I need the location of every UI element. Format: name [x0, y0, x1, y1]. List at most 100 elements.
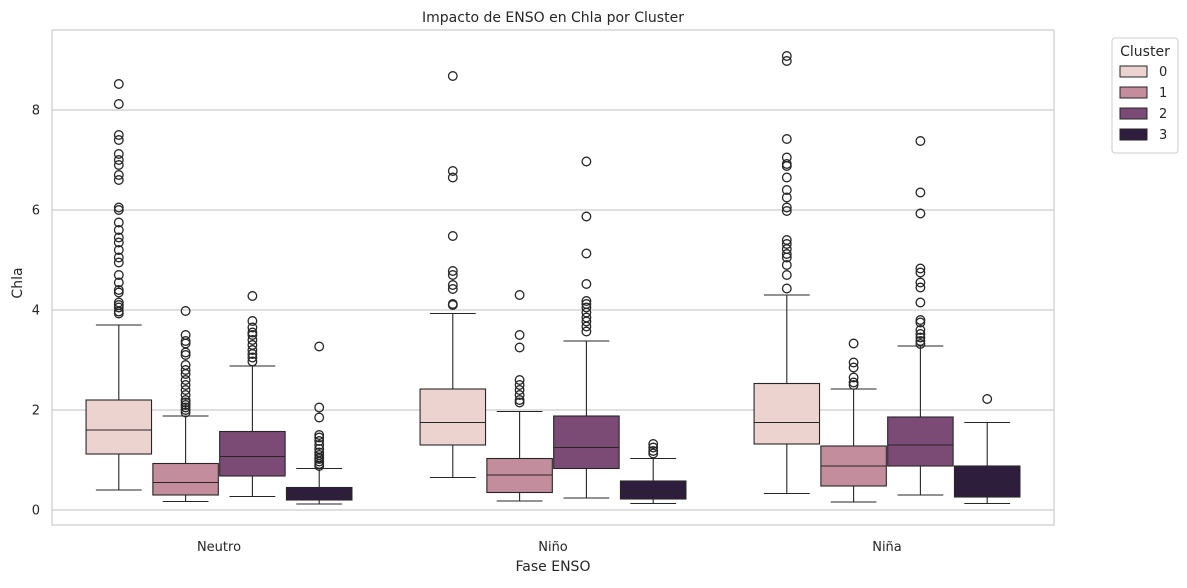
- outlier-point: [915, 136, 926, 146]
- outlier-point: [113, 130, 124, 140]
- outlier-point: [247, 345, 258, 355]
- outlier-point: [113, 285, 124, 295]
- legend-entry-1: 1: [1119, 86, 1167, 101]
- box-2-Niña: [887, 136, 954, 496]
- outlier-point: [113, 270, 124, 280]
- legend-label: 3: [1159, 128, 1167, 143]
- legend-entry-2: 2: [1119, 107, 1167, 122]
- legend-label: 0: [1159, 65, 1167, 80]
- outlier-point: [915, 297, 926, 308]
- y-axis-label: Chla: [10, 267, 26, 298]
- outlier-point: [781, 51, 792, 61]
- series-1: [152, 290, 887, 503]
- box-0-Niña: [753, 51, 821, 495]
- legend-swatch: [1119, 65, 1148, 78]
- outlier-point: [113, 175, 124, 185]
- outlier-point: [915, 317, 926, 328]
- grid-lines: [52, 109, 1054, 511]
- outlier-point: [113, 155, 124, 165]
- outlier-point: [781, 249, 792, 259]
- y-tick-label: 0: [32, 504, 40, 519]
- legend-label: 1: [1159, 86, 1167, 101]
- outlier-point: [113, 202, 124, 213]
- outlier-point: [247, 335, 258, 345]
- series-3: [285, 341, 1021, 505]
- legend-swatch: [1119, 128, 1148, 141]
- outlier-point: [314, 402, 325, 413]
- outlier-point: [247, 352, 258, 363]
- box-1-Neutro: [152, 306, 219, 503]
- outlier-point: [915, 187, 926, 198]
- outlier-point: [514, 380, 525, 390]
- outlier-point: [581, 312, 592, 323]
- outlier-point: [113, 149, 124, 159]
- outlier-point: [581, 321, 592, 332]
- outlier-point: [113, 135, 124, 145]
- outlier-point: [247, 322, 258, 333]
- outlier-point: [180, 360, 191, 370]
- outlier-point: [113, 252, 124, 263]
- outlier-point: [648, 442, 659, 453]
- y-tick-label: 6: [32, 204, 40, 219]
- outlier-point: [180, 350, 191, 360]
- outlier-point: [781, 260, 792, 270]
- outlier-point: [781, 134, 792, 144]
- outlier-point: [314, 412, 325, 423]
- outlier-point: [180, 407, 191, 418]
- box-2-Neutro: [219, 291, 286, 498]
- outlier-point: [648, 448, 659, 459]
- outlier-point: [915, 267, 926, 278]
- outlier-point: [113, 302, 124, 313]
- plot-area: [85, 51, 1021, 505]
- outlier-point: [447, 231, 458, 241]
- outlier-point: [915, 332, 926, 343]
- box-3-Niña: [953, 394, 1021, 505]
- box-1-Niña: [820, 338, 887, 503]
- outlier-point: [514, 390, 525, 400]
- outlier-point: [514, 290, 525, 300]
- outlier-point: [113, 79, 124, 89]
- outlier-point: [113, 277, 124, 288]
- outlier-point: [180, 330, 191, 340]
- outlier-point: [915, 277, 926, 288]
- outlier-point: [180, 375, 191, 385]
- outlier-point: [781, 235, 792, 245]
- outlier-point: [848, 372, 859, 383]
- outlier-point: [915, 282, 926, 293]
- outlier-point: [314, 341, 325, 352]
- box-3-Niño: [619, 439, 687, 505]
- outlier-point: [915, 315, 926, 325]
- outlier-point: [514, 375, 525, 385]
- box-3-Neutro: [285, 341, 353, 505]
- outlier-point: [915, 208, 926, 219]
- outlier-point: [915, 263, 926, 274]
- outlier-point: [581, 248, 592, 259]
- legend-swatch: [1119, 86, 1148, 99]
- outlier-point: [113, 170, 124, 180]
- box-0-Neutro: [85, 79, 153, 491]
- outlier-point: [781, 185, 792, 195]
- x-axis-label: Fase ENSO: [516, 559, 591, 575]
- outlier-point: [180, 385, 191, 395]
- outlier-point: [982, 394, 993, 404]
- outlier-point: [247, 356, 258, 367]
- outlier-point: [581, 211, 592, 222]
- outlier-point: [514, 385, 525, 395]
- outlier-point: [113, 245, 124, 255]
- outlier-point: [314, 440, 325, 450]
- outlier-point: [314, 447, 325, 458]
- x-axis-ticks: Neutro Niño Niña: [197, 540, 902, 555]
- outlier-point: [180, 400, 191, 410]
- outlier-point: [180, 306, 191, 316]
- outlier-point: [113, 160, 124, 170]
- outlier-point: [848, 357, 859, 368]
- outlier-point: [581, 296, 592, 306]
- iqr-box: [285, 486, 353, 501]
- outlier-point: [581, 156, 592, 167]
- outlier-point: [915, 339, 926, 349]
- iqr-box: [887, 416, 954, 467]
- iqr-box: [219, 430, 286, 477]
- legend-label: 2: [1159, 107, 1167, 122]
- outlier-point: [915, 325, 926, 335]
- y-tick-label: 8: [32, 104, 40, 119]
